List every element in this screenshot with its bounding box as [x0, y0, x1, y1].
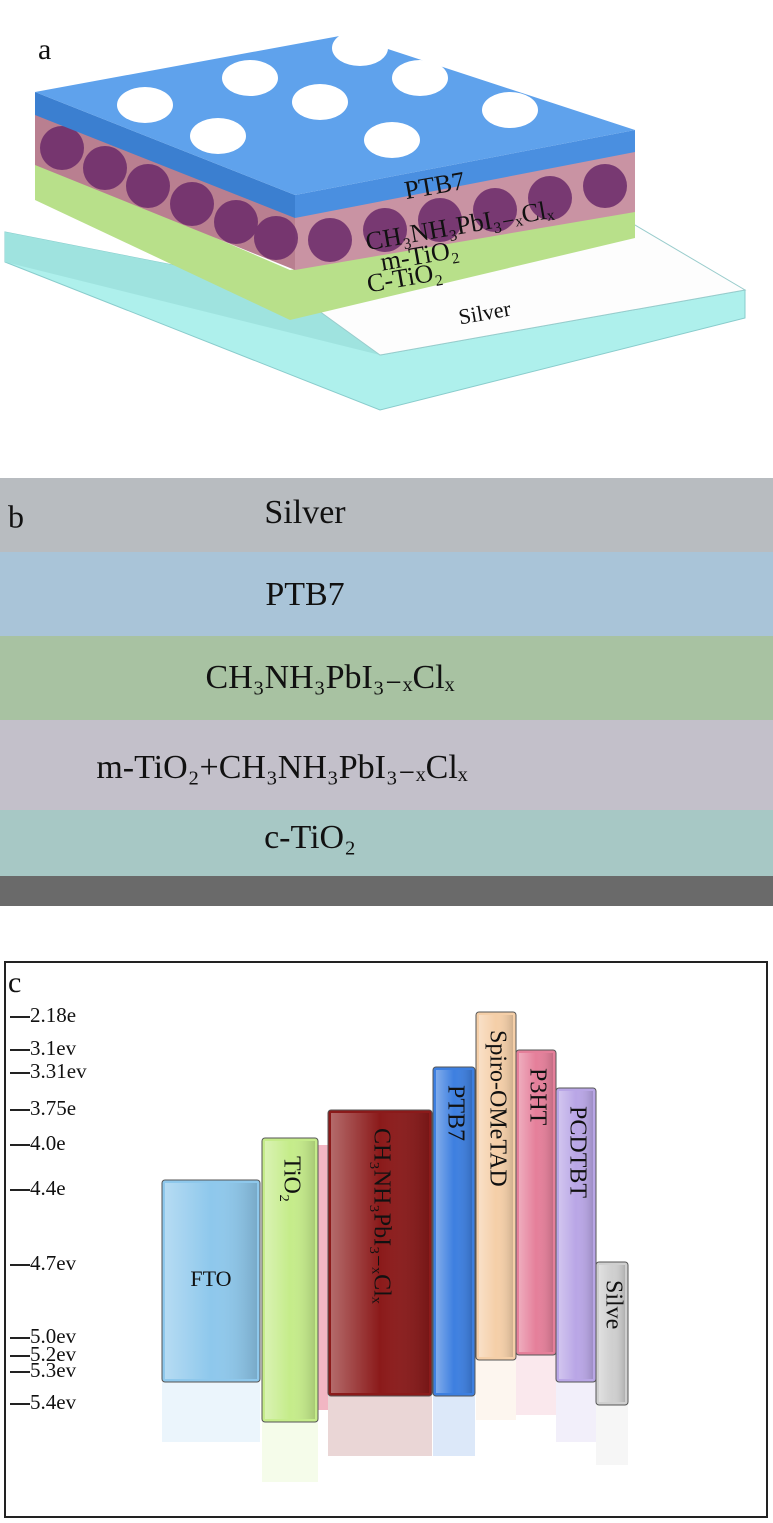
level-label: 3.1ev — [30, 1036, 77, 1060]
band — [0, 552, 773, 636]
level-bar-reflection — [476, 1360, 516, 1420]
material-label: TiO₂ — [278, 1156, 304, 1202]
c-tio2-right — [290, 210, 635, 320]
level-bar-reflection — [516, 1355, 556, 1415]
holes — [117, 30, 538, 158]
level-bar-reflection — [556, 1382, 596, 1442]
bar-shine — [331, 1113, 429, 1393]
band — [0, 876, 773, 906]
bar-shine — [519, 1053, 553, 1352]
bar-shine — [559, 1091, 593, 1379]
layer-label: m-TiO₂+CH₃NH₃PbI₃₋ₓClₓ — [96, 749, 467, 786]
panel-b: b Silver PTB7 CH₃NH₃PbI₃₋ₓClₓ m-TiO₂+CH₃… — [0, 478, 773, 906]
band — [0, 478, 773, 552]
level-label: 4.4e — [30, 1176, 66, 1200]
panel-letter: b — [8, 498, 24, 534]
level-bar-reflection — [162, 1382, 260, 1442]
panel-letter: c — [8, 966, 21, 999]
bar-shine — [599, 1265, 625, 1402]
bar-shine — [265, 1141, 315, 1419]
level-label: 2.18e — [30, 1003, 76, 1027]
material-label: PCDTBT — [564, 1106, 590, 1198]
level-label: 5.3ev — [30, 1358, 77, 1382]
layer-label: CH₃NH₃PbI₃₋ₓClₓ — [206, 659, 455, 696]
c-tio2-left — [35, 160, 290, 320]
level-label: 5.4ev — [30, 1390, 77, 1414]
layer-label: c-TiO₂ — [264, 819, 356, 856]
particles — [40, 126, 627, 262]
level-label: 4.0e — [30, 1131, 66, 1155]
material-label: FTO — [190, 1266, 231, 1291]
ptb7-left — [35, 92, 295, 218]
material-label: CH₃NH₃PbI₃₋ₓClₓ — [368, 1128, 394, 1304]
panel-letter: a — [38, 33, 51, 66]
band — [0, 720, 773, 810]
layer-label: Silver — [264, 494, 346, 531]
bar-shine — [436, 1070, 472, 1393]
level-bar-reflection — [262, 1422, 318, 1482]
material-label: PTB7 — [442, 1085, 468, 1141]
material-label: P3HT — [524, 1068, 550, 1126]
interface — [318, 1145, 328, 1410]
level-label: 5.2ev — [30, 1342, 77, 1366]
level-bar-reflection — [328, 1396, 432, 1456]
band — [0, 636, 773, 720]
ptb7-right — [295, 130, 635, 218]
level-bar-reflection — [596, 1405, 628, 1465]
level-label: 3.31ev — [30, 1059, 87, 1083]
level-label: 5.0ev — [30, 1324, 77, 1348]
bar-shine — [165, 1183, 257, 1379]
level-bar-reflection — [433, 1396, 475, 1456]
silver-slab-left — [5, 232, 380, 355]
band — [0, 810, 773, 876]
material-label: Silve — [600, 1280, 626, 1329]
panel-a: a PTB7 CH₃NH₃PbI₃₋ₓClₓ m-TiO₂ C-TiO₂ Sil… — [4, 30, 747, 411]
level-label: 4.7ev — [30, 1251, 77, 1275]
material-label: Spiro-OMeTAD — [484, 1030, 510, 1187]
layer-label: PTB7 — [265, 576, 344, 613]
level-label: 3.75e — [30, 1096, 76, 1120]
bar-shine — [479, 1015, 513, 1357]
